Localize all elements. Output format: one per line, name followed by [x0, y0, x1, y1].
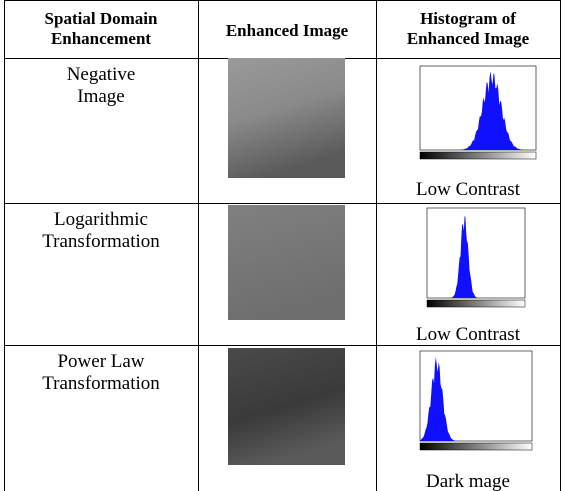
enhanced-image [228, 205, 345, 320]
histogram-plot [420, 66, 536, 159]
colorbar [420, 152, 536, 159]
caption: Dark mage [426, 471, 510, 491]
header-cell: Enhanced Image [226, 21, 349, 40]
header-cell: Enhancement [51, 29, 151, 48]
header-cell: Enhanced Image [407, 29, 530, 48]
caption: Low Contrast [416, 179, 521, 200]
row-label: Image [77, 86, 124, 107]
caption: Low Contrast [416, 324, 521, 345]
colorbar [420, 443, 532, 450]
row-label: Logarithmic [54, 209, 148, 230]
row-label: Transformation [42, 231, 160, 252]
histogram-plot [420, 351, 532, 450]
enhanced-image [228, 348, 345, 465]
table-figure: Spatial DomainEnhancementEnhanced ImageH… [0, 0, 571, 491]
page: {"table": { "header": ["Spatial Domain E… [0, 0, 571, 491]
plot-frame [427, 208, 525, 298]
row-label: Power Law [57, 351, 144, 372]
header-cell: Spatial Domain [45, 9, 158, 28]
enhanced-image [228, 58, 345, 178]
header-cell: Histogram of [420, 9, 516, 28]
row-label: Transformation [42, 373, 160, 394]
histogram-plot [427, 208, 525, 307]
colorbar [427, 300, 525, 307]
row-label: Negative [67, 64, 136, 85]
